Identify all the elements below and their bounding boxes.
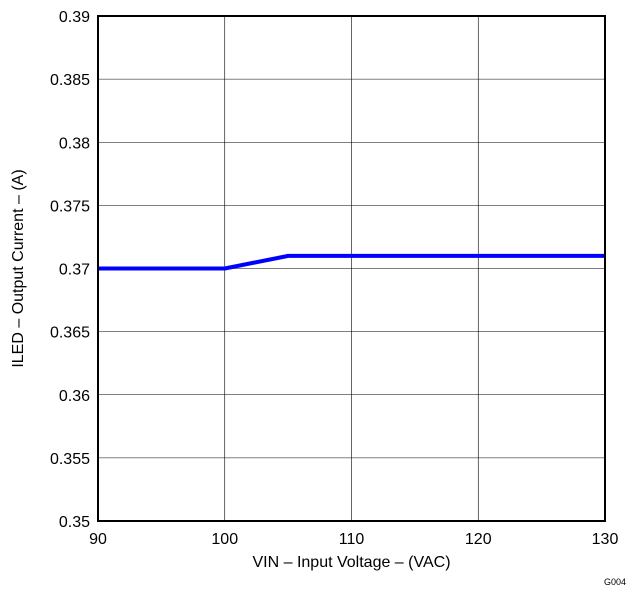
x-tick-label: 90 xyxy=(89,531,107,548)
x-axis-label: VIN – Input Voltage – (VAC) xyxy=(252,554,450,571)
series-line-0 xyxy=(98,253,605,271)
y-tick-label: 0.375 xyxy=(50,198,90,215)
y-tick-label: 0.365 xyxy=(50,325,90,342)
y-tick-label: 0.38 xyxy=(59,135,90,152)
y-axis-label: ILED – Output Current – (A) xyxy=(10,169,27,367)
x-tick-labels: 90 100 110 120 130 xyxy=(89,531,618,548)
x-tick-label: 130 xyxy=(592,531,619,548)
plot-frame xyxy=(97,15,606,522)
y-tick-label: 0.35 xyxy=(59,514,90,531)
y-tick-label: 0.385 xyxy=(50,72,90,89)
y-tick-label: 0.39 xyxy=(59,9,90,26)
figure-id: G004 xyxy=(604,577,626,587)
x-tick-label: 110 xyxy=(339,531,365,548)
x-tick-label: 100 xyxy=(211,531,238,548)
y-tick-label: 0.37 xyxy=(59,262,90,279)
y-tick-label: 0.355 xyxy=(50,451,90,468)
series-layer xyxy=(98,253,605,271)
y-tick-labels: 0.35 0.355 0.36 0.365 0.37 0.375 0.38 0.385 0.39 xyxy=(50,9,90,531)
y-tick-label: 0.36 xyxy=(59,388,90,405)
x-tick-label: 120 xyxy=(465,531,492,548)
